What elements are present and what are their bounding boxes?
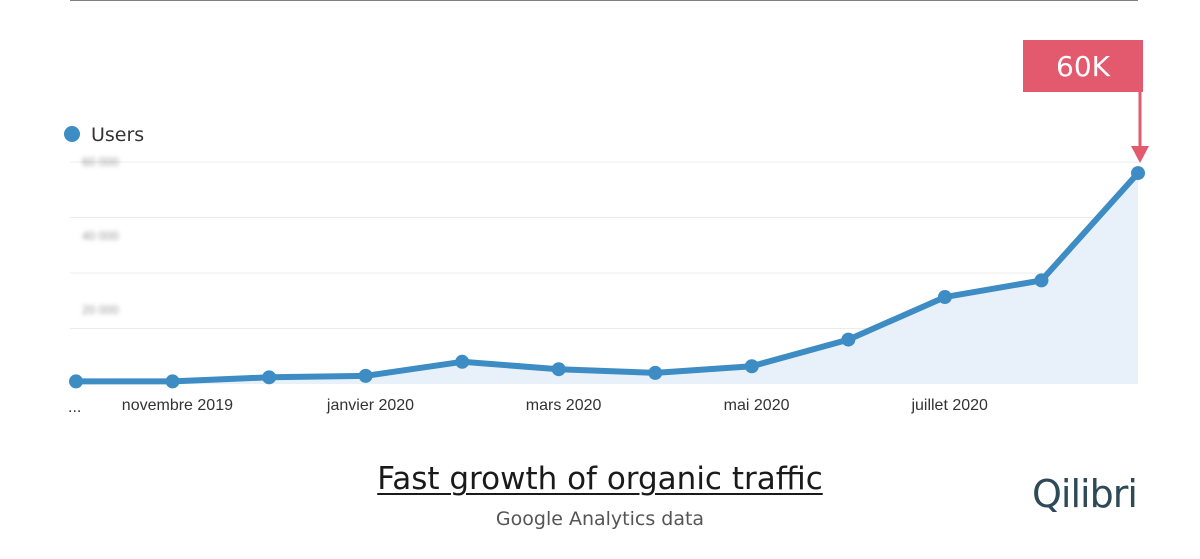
data-point: [648, 365, 663, 380]
y-tick-label: 60 000: [82, 155, 119, 169]
data-point: [841, 332, 856, 347]
data-point: [358, 368, 373, 383]
data-point: [937, 290, 952, 305]
x-tick-label: mai 2020: [724, 397, 790, 414]
x-axis-ticks: ... novembre 2019 janvier 2020 mars 2020 mai…: [68, 397, 988, 416]
series-area-users: [76, 173, 1138, 384]
legend: Users: [64, 124, 144, 146]
series-line-users: [73, 170, 1141, 385]
x-tick-label: novembre 2019: [122, 397, 233, 414]
callout-label: 60K: [1056, 50, 1111, 83]
data-point: [69, 374, 83, 389]
callout-arrow-head: [1131, 146, 1149, 163]
data-point: [165, 374, 180, 389]
x-tick-label: ...: [68, 399, 81, 416]
caption-subtitle: Google Analytics data: [495, 508, 705, 530]
data-point: [744, 359, 759, 374]
data-point: [551, 362, 566, 377]
x-tick-label: juillet 2020: [910, 397, 988, 414]
y-axis-ticks: 60 000 40 000 20 000: [82, 155, 119, 317]
data-point: [262, 370, 277, 385]
y-tick-label: 40 000: [82, 229, 119, 243]
x-tick-label: janvier 2020: [326, 397, 414, 414]
brand-logo: Qilibri: [1032, 472, 1138, 516]
legend-marker-users: [64, 126, 80, 142]
data-point: [1131, 166, 1145, 181]
x-tick-label: mars 2020: [526, 397, 602, 414]
series-points-users: [69, 166, 1145, 389]
callout-badge: [1023, 40, 1143, 92]
peak-callout: 60K: [1023, 40, 1149, 163]
y-tick-label: 20 000: [82, 303, 119, 317]
legend-label-users: Users: [91, 124, 144, 146]
data-point: [1034, 273, 1049, 288]
data-point: [455, 354, 470, 369]
caption-title: Fast growth of organic traffic: [377, 461, 823, 497]
